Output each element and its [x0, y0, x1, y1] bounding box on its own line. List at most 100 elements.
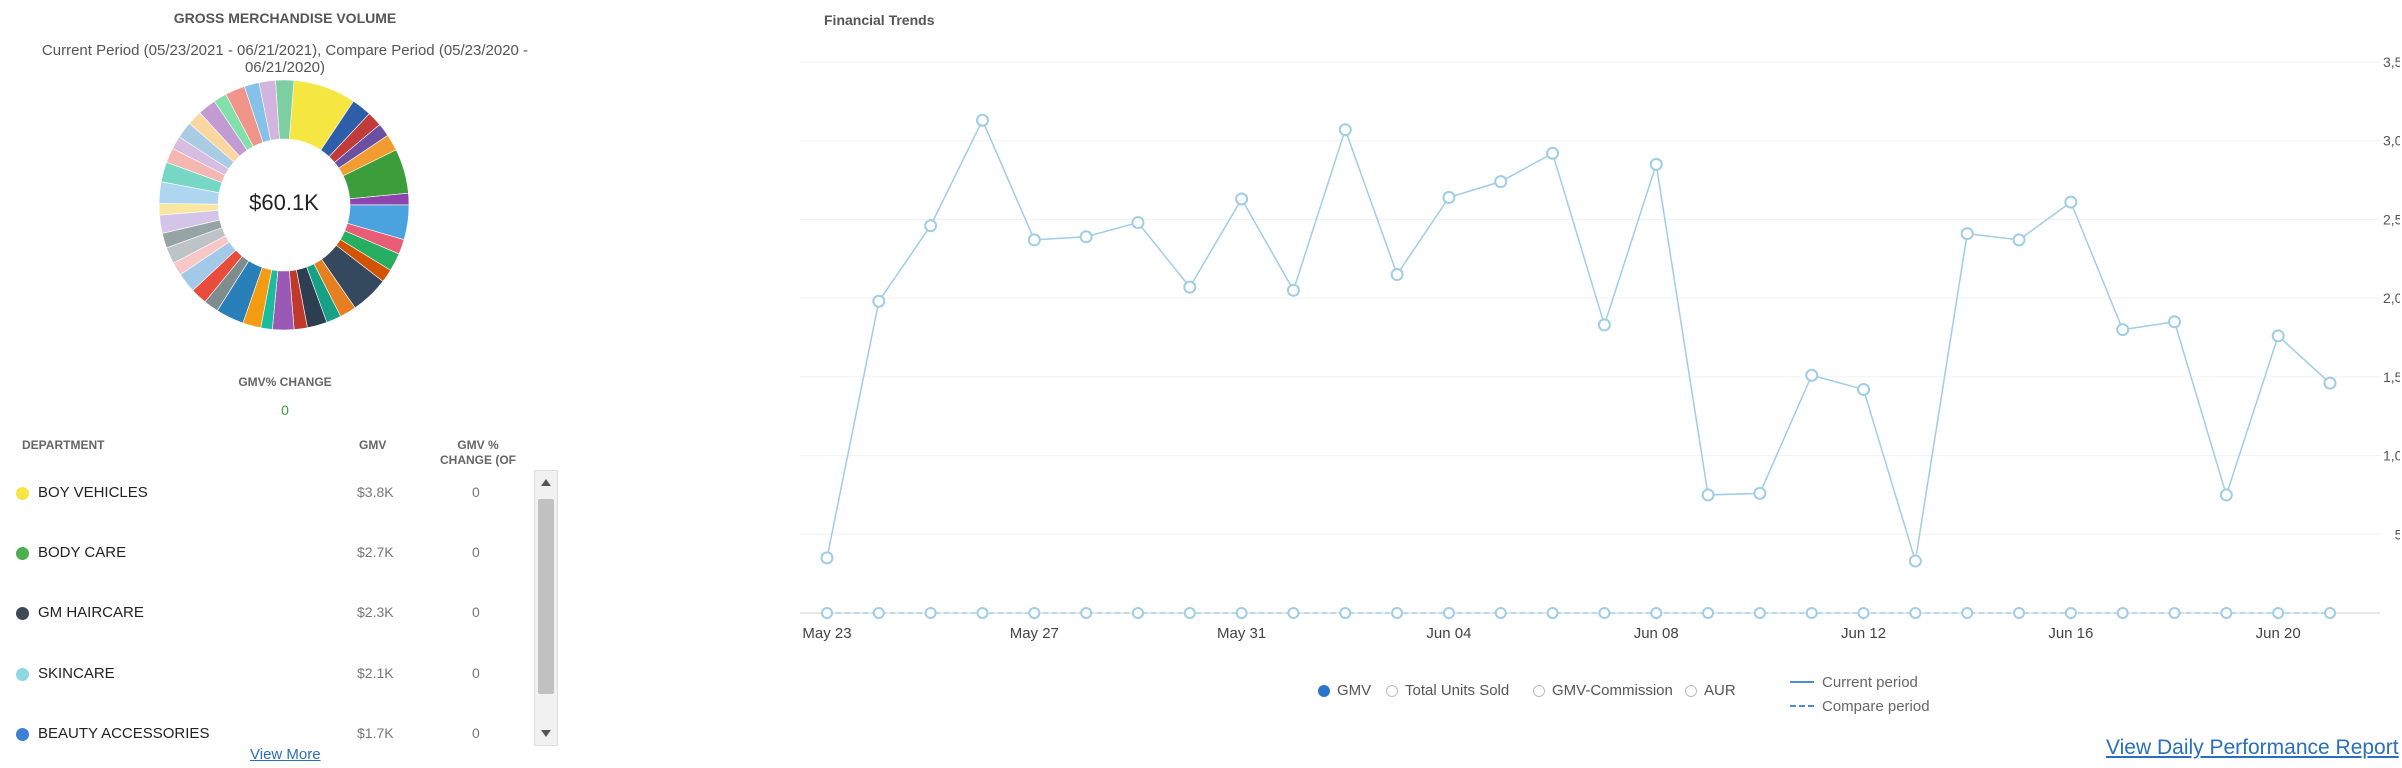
x-tick-label: Jun 20: [2256, 625, 2301, 642]
x-tick-label: May 31: [1217, 625, 1266, 642]
compare-data-point[interactable]: [2324, 607, 2336, 619]
current-data-point[interactable]: [1442, 190, 1456, 204]
x-tick-label: Jun 16: [2048, 625, 2093, 642]
compare-data-point[interactable]: [1183, 607, 1196, 619]
compare-data-point[interactable]: [1028, 607, 1041, 619]
compare-data-point[interactable]: [1961, 607, 1974, 619]
current-data-point[interactable]: [1908, 554, 1922, 568]
compare-data-point[interactable]: [1546, 607, 1559, 619]
current-data-point[interactable]: [872, 294, 886, 308]
current-data-point[interactable]: [820, 551, 834, 565]
current-data-point[interactable]: [2323, 376, 2337, 390]
legend-commission-option[interactable]: GMV-Commission: [1533, 682, 1673, 699]
department-name: GM HAIRCARE: [38, 604, 144, 621]
current-data-point[interactable]: [1027, 233, 1041, 247]
donut-slice[interactable]: [275, 79, 295, 140]
table-scrollbar[interactable]: [534, 470, 558, 746]
current-data-point[interactable]: [1701, 488, 1715, 502]
gmv-period-subtitle: Current Period (05/23/2021 - 06/21/2021)…: [41, 42, 529, 76]
x-tick-label: Jun 12: [1841, 625, 1886, 642]
scroll-down-icon[interactable]: [535, 721, 557, 745]
current-data-point[interactable]: [2219, 488, 2233, 502]
compare-data-point[interactable]: [2272, 607, 2285, 619]
legend-units-option[interactable]: Total Units Sold: [1386, 682, 1509, 699]
compare-data-point[interactable]: [2013, 607, 2026, 619]
table-row[interactable]: GM HAIRCARE $2.3K 0: [0, 584, 528, 644]
compare-data-point[interactable]: [2220, 607, 2233, 619]
current-data-point[interactable]: [1597, 318, 1611, 332]
compare-data-point[interactable]: [1287, 607, 1300, 619]
compare-data-point[interactable]: [1650, 607, 1663, 619]
current-data-point[interactable]: [924, 219, 938, 233]
y-tick-label: 500: [2395, 526, 2400, 542]
compare-data-point[interactable]: [1442, 607, 1455, 619]
table-row[interactable]: BODY CARE $2.7K 0: [0, 524, 528, 584]
column-header-gmv-change[interactable]: GMV % CHANGE (OF LAST PERIOD): [440, 438, 516, 467]
gmv-donut-chart[interactable]: [157, 78, 411, 332]
compare-data-point[interactable]: [1391, 607, 1404, 619]
compare-data-point[interactable]: [2168, 607, 2181, 619]
view-more-link[interactable]: View More: [250, 746, 321, 763]
current-data-point[interactable]: [1960, 227, 1974, 241]
current-data-point[interactable]: [1857, 382, 1871, 396]
legend-gmv-option[interactable]: GMV: [1318, 682, 1371, 699]
y-tick-label: 1,500: [2383, 369, 2400, 385]
current-data-point[interactable]: [2012, 233, 2026, 247]
radio-empty-icon: [1685, 685, 1697, 697]
current-data-point[interactable]: [1286, 283, 1300, 297]
gmv-change-value: 0: [281, 402, 289, 418]
column-header-department[interactable]: DEPARTMENT: [22, 438, 105, 452]
table-row[interactable]: SKINCARE $2.1K 0: [0, 645, 528, 705]
y-tick-label: 3,000: [2383, 133, 2400, 149]
current-data-point[interactable]: [1805, 368, 1819, 382]
current-data-point[interactable]: [975, 113, 989, 127]
department-name: SKINCARE: [38, 665, 115, 682]
compare-data-point[interactable]: [1339, 607, 1352, 619]
compare-data-point[interactable]: [1235, 607, 1248, 619]
current-data-point[interactable]: [2168, 315, 2182, 329]
compare-data-point[interactable]: [872, 607, 885, 619]
compare-data-point[interactable]: [1805, 607, 1818, 619]
compare-data-point[interactable]: [2116, 607, 2129, 619]
current-data-point[interactable]: [1338, 123, 1352, 137]
compare-data-point[interactable]: [1857, 607, 1870, 619]
compare-data-point[interactable]: [976, 607, 989, 619]
compare-data-point[interactable]: [1598, 607, 1611, 619]
compare-data-point[interactable]: [924, 607, 937, 619]
current-data-point[interactable]: [1649, 157, 1663, 171]
compare-data-point[interactable]: [1494, 607, 1507, 619]
view-daily-performance-report-link[interactable]: View Daily Performance Report: [2106, 736, 2399, 759]
scroll-up-icon[interactable]: [535, 471, 557, 495]
compare-data-point[interactable]: [1080, 607, 1093, 619]
department-gmv: $2.3K: [357, 604, 394, 620]
current-data-point[interactable]: [1546, 146, 1560, 160]
compare-data-point[interactable]: [821, 607, 833, 619]
current-data-point[interactable]: [1183, 280, 1197, 294]
current-data-point[interactable]: [1079, 230, 1093, 244]
legend-aur-option[interactable]: AUR: [1685, 682, 1736, 699]
compare-data-point[interactable]: [2064, 607, 2077, 619]
table-row[interactable]: BOY VEHICLES $3.8K 0: [0, 464, 528, 524]
current-data-point[interactable]: [2271, 329, 2285, 343]
current-data-point[interactable]: [2116, 323, 2130, 337]
current-data-point[interactable]: [2064, 195, 2078, 209]
x-tick-label: May 23: [802, 625, 851, 642]
radio-selected-icon: [1318, 685, 1330, 697]
compare-data-point[interactable]: [1702, 607, 1715, 619]
current-data-point[interactable]: [1390, 268, 1404, 282]
y-tick-label: 1,000: [2383, 448, 2400, 464]
current-data-point[interactable]: [1753, 486, 1767, 500]
table-row[interactable]: BEAUTY ACCESSORIES $1.7K 0: [0, 705, 528, 765]
department-gmv-change: 0: [472, 544, 480, 560]
current-data-point[interactable]: [1235, 192, 1249, 206]
department-gmv: $1.7K: [357, 725, 394, 741]
column-header-gmv[interactable]: GMV: [359, 438, 387, 452]
compare-data-point[interactable]: [1753, 607, 1766, 619]
compare-data-point[interactable]: [1909, 607, 1922, 619]
current-data-point[interactable]: [1494, 175, 1508, 189]
compare-data-point[interactable]: [1131, 607, 1144, 619]
financial-trends-title: Financial Trends: [824, 12, 935, 28]
current-data-point[interactable]: [1131, 216, 1145, 230]
scrollbar-thumb[interactable]: [538, 499, 554, 694]
current-period-line: [826, 118, 2331, 562]
